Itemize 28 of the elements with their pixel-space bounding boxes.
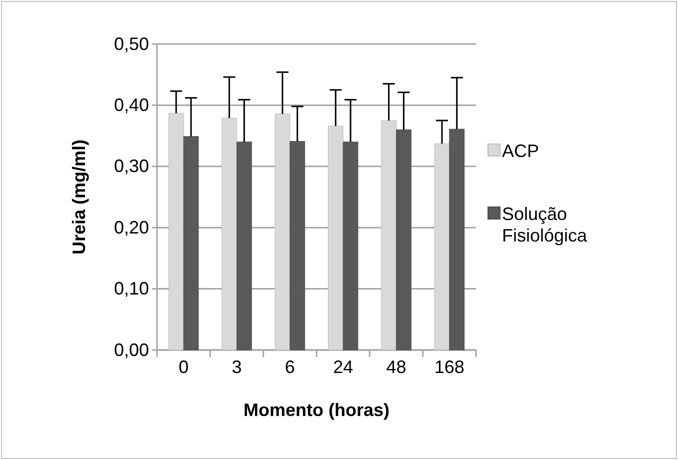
x-tick-label: 48 bbox=[386, 356, 406, 377]
x-tick-label: 3 bbox=[232, 356, 242, 377]
bar bbox=[342, 142, 358, 350]
bar bbox=[381, 120, 396, 350]
legend-label: ACP bbox=[502, 141, 540, 161]
bar bbox=[168, 112, 184, 350]
bar bbox=[274, 114, 290, 350]
bar bbox=[222, 118, 237, 350]
y-tick-label: 0,50 bbox=[114, 34, 149, 54]
bar bbox=[396, 129, 412, 350]
x-tick-label: 0 bbox=[178, 356, 189, 377]
bar bbox=[449, 128, 465, 350]
bar bbox=[290, 141, 306, 350]
y-tick-label: 0,20 bbox=[114, 217, 149, 238]
y-tick-label: 0,30 bbox=[114, 156, 149, 176]
x-tick-label: 6 bbox=[284, 356, 295, 377]
x-axis-title: Momento (horas) bbox=[244, 400, 390, 420]
y-tick-label: 0,00 bbox=[114, 340, 149, 360]
y-tick-label: 0,10 bbox=[114, 278, 149, 299]
y-axis-title: Ureia (mg/ml) bbox=[69, 139, 89, 255]
y-tick-label: 0,40 bbox=[114, 94, 149, 115]
bar bbox=[183, 136, 199, 350]
bar bbox=[434, 144, 450, 350]
bar bbox=[328, 126, 344, 350]
x-tick-label: 24 bbox=[333, 356, 354, 377]
legend-label: Solução Fisiológica bbox=[502, 204, 588, 246]
bar bbox=[236, 142, 252, 350]
x-tick-label: 168 bbox=[434, 356, 464, 377]
